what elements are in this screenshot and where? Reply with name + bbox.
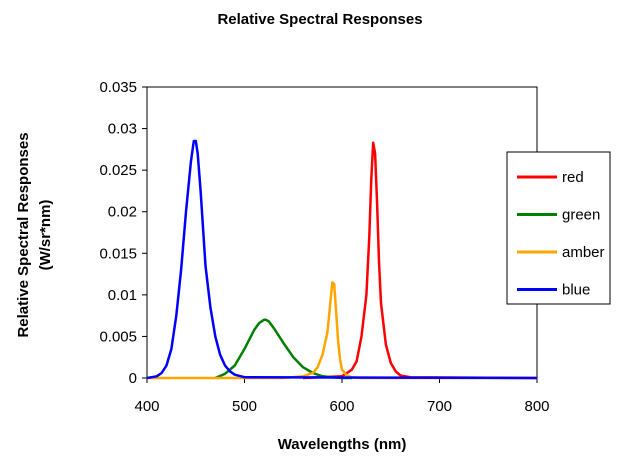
series-line-blue bbox=[146, 139, 538, 380]
x-tick-label: 700 bbox=[427, 398, 452, 415]
x-axis: 400 500 600 700 800 bbox=[134, 378, 550, 415]
x-tick-label: 800 bbox=[524, 398, 549, 415]
y-tick-label: 0.025 bbox=[99, 162, 137, 179]
series-line-amber bbox=[147, 281, 537, 380]
series-lines bbox=[146, 139, 538, 380]
y-tick-label: 0.035 bbox=[99, 79, 137, 96]
legend-label-green: green bbox=[562, 207, 600, 224]
y-tick-label: 0.01 bbox=[108, 287, 137, 304]
series-line-red bbox=[302, 141, 538, 380]
plot-area bbox=[146, 86, 538, 379]
y-axis: 0 0.005 0.01 0.015 0.02 0.025 0.03 0.035 bbox=[99, 79, 147, 387]
chart-title: Relative Spectral Responses bbox=[217, 11, 422, 28]
x-axis-label: Wavelengths (nm) bbox=[278, 436, 407, 453]
y-tick-label: 0.005 bbox=[99, 328, 137, 345]
legend-label-red: red bbox=[562, 169, 584, 186]
y-axis-label-line1: Relative Spectral Responses bbox=[15, 132, 32, 337]
y-tick-label: 0.02 bbox=[108, 204, 137, 221]
legend: red green amber blue bbox=[506, 151, 611, 305]
x-tick-label: 400 bbox=[134, 398, 159, 415]
x-tick-label: 500 bbox=[232, 398, 257, 415]
y-tick-label: 0.03 bbox=[108, 121, 137, 138]
y-axis-label-line2: (W/sr*nm) bbox=[37, 200, 54, 271]
series-line-green bbox=[214, 318, 352, 380]
y-tick-label: 0.015 bbox=[99, 245, 137, 262]
legend-label-blue: blue bbox=[562, 282, 590, 299]
y-axis-label: Relative Spectral Responses (W/sr*nm) bbox=[15, 132, 54, 337]
x-tick-label: 600 bbox=[329, 398, 354, 415]
y-tick-label: 0 bbox=[129, 370, 137, 387]
legend-box bbox=[506, 151, 611, 305]
legend-label-amber: amber bbox=[562, 244, 605, 261]
plot-border bbox=[146, 86, 538, 379]
